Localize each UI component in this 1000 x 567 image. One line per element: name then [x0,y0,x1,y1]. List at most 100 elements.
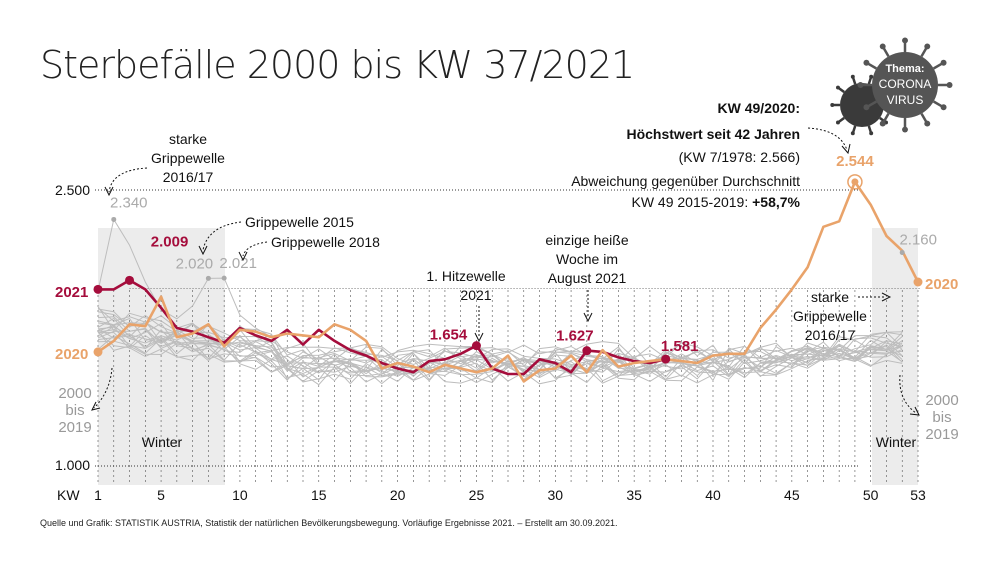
badge-line-3: VIRUS [887,93,924,107]
annotation-starke-left-1: starke [169,131,207,147]
hist-label-left-2: bis [65,402,84,419]
hist-label-left-3: 2019 [58,419,91,436]
virus-spike-tip [924,120,931,127]
annotation-starke-right-3: 2016/17 [805,327,856,343]
arrowhead-starke-right [881,292,892,302]
virus-spike-tip [857,82,864,88]
x-tick-label: 53 [910,487,926,503]
historical-series-line [97,328,903,376]
series-label-2021: 2021 [55,284,88,301]
x-tick-label: 5 [157,487,165,503]
value-label-2: 2.340 [110,194,148,211]
arrow-grippe-2018 [242,241,268,257]
annotation-hitzewelle-1: 1. Hitzewelle [426,268,506,284]
virus-spike-tip [835,120,840,125]
value-label-32: 1.627 [556,328,594,345]
marker-2020-peak-ring [847,174,863,190]
series-label-2020-end: 2020 [925,276,958,293]
annotation-kw49-title: KW 49/2020: [718,100,800,116]
badge-line-2: CORONA [879,77,932,91]
virus-spike-tip [869,131,874,136]
annotation-abweichung-2: KW 49 2015-2019: +58,7% [631,194,800,210]
x-tick-label: 45 [784,487,800,503]
badge-line-1: Thema: [885,63,924,75]
arrowhead-heisse-woche [583,312,593,323]
corona-virus-icon: Thema: CORONA VIRUS [830,37,953,136]
annotation-starke-right-1: starke [811,289,849,305]
virus-big-icon [857,37,953,133]
series-line-y2021 [98,278,667,376]
winter-label-right: Winter [876,434,917,450]
value-label-3: 2.009 [151,233,189,250]
y-tick-1000: 1.000 [55,457,90,473]
arrow-starke-left [108,167,148,193]
marker-historical [221,275,227,281]
annotation-grippewelle-2015: Grippewelle 2015 [245,214,354,230]
hist-label-right-3: 2019 [925,426,958,443]
annotation-kw49-ref: (KW 7/1978: 2.566) [679,149,800,165]
historical-series-line [97,331,903,384]
virus-spike-tip [869,74,874,79]
annotation-kw49-high: Höchstwert seit 42 Jahren [626,126,800,142]
value-label-37: 1.581 [661,338,699,355]
marker-2021 [661,354,671,364]
marker-2020-start [93,347,103,357]
annotation-heisse-woche-1: einzige heiße [545,232,628,248]
annotation-abweichung-1: Abweichung gegenüber Durchschnitt [571,173,800,189]
annotation-grippewelle-2018: Grippewelle 2018 [271,234,380,250]
virus-spike-tip [924,43,931,50]
virus-body [872,52,938,118]
series-line-y2020 [97,180,920,383]
value-label-8: 2.020 [176,255,214,272]
x-tick-label: 35 [626,487,642,503]
arrow-kw49 [807,127,848,151]
virus-spike-tip [850,131,855,136]
x-tick-label: 1 [94,487,102,503]
virus-spike-tip [863,104,870,111]
arrowhead-hitzewelle [474,332,484,343]
marker-2020-end [913,277,923,287]
arrowhead-grippe-2015 [198,245,208,256]
series-lines [93,174,923,383]
arrow-hist-left [93,367,113,409]
virus-spike-tip [940,59,947,66]
historical-series-line [97,325,903,381]
x-tick-label: 20 [390,487,406,503]
marker-historical [111,216,117,222]
x-tick-label: 50 [863,487,879,503]
x-tick-label: 15 [311,487,327,503]
value-labels: 2.340 2.009 2.020 2.021 1.654 1.627 1.581 2.544… [110,153,937,355]
x-tick-label: 25 [469,487,485,503]
hist-label-left-1: 2000 [58,385,91,402]
arrowhead-hist-left [91,401,101,411]
virus-spike-tip [835,85,840,90]
marker-2021 [582,346,592,356]
marker-historical [205,275,211,281]
value-label-9: 2.021 [219,255,257,272]
annotation-starke-left-3: 2016/17 [163,169,214,185]
winter-label-left: Winter [142,434,183,450]
arrowhead-starke-left [104,186,114,197]
value-label-49: 2.544 [836,153,874,170]
series-label-2020: 2020 [55,346,88,363]
hist-label-right-1: 2000 [925,392,958,409]
annotation-starke-left-2: Grippewelle [151,150,225,166]
arrowhead-kw49 [841,143,851,155]
virus-spike-tip [830,103,835,107]
marker-2021 [125,275,135,285]
virus-spike-tip [946,82,953,88]
virus-spike-tip [879,43,886,50]
y-tick-2500: 2.500 [55,182,90,198]
axis-ticks: 1 5 10 15 20 25 30 35 40 45 50 53 [94,487,926,503]
virus-spike-tip [879,120,886,127]
arrowhead-grippe-2018 [238,251,248,262]
value-label-52: 2.160 [899,232,937,249]
marker-2021 [471,341,481,351]
marker-historical [899,250,905,256]
virus-spike-tip [902,37,908,44]
virus-spike-tip [902,126,908,133]
historical-series-line [97,218,272,338]
value-label-25: 1.654 [430,327,468,344]
virus-spike-tip [940,104,947,111]
